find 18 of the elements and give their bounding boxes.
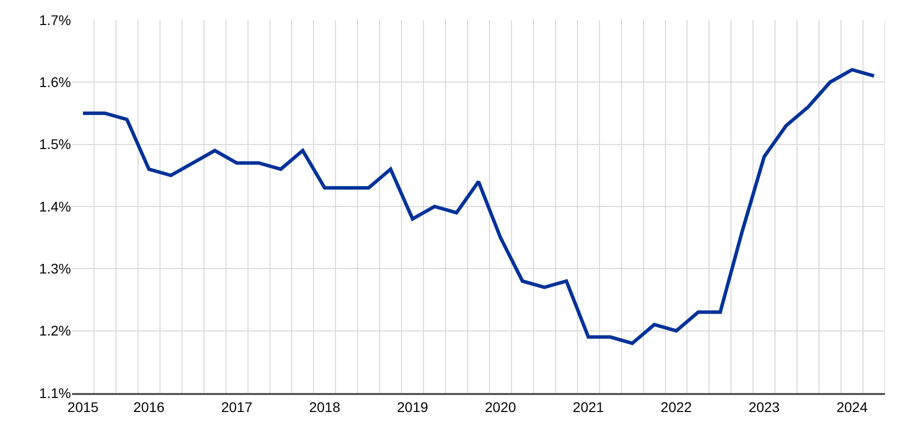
x-tick-label: 2021 <box>572 398 604 415</box>
x-tick-label: 2020 <box>484 398 516 415</box>
x-tick-label: 2015 <box>67 398 99 415</box>
y-tick-label: 1.2% <box>39 322 71 339</box>
y-tick-label: 1.7% <box>39 12 71 28</box>
y-tick-label: 1.3% <box>39 260 71 277</box>
x-tick-label: 2016 <box>133 398 165 415</box>
x-tick-label: 2019 <box>397 398 428 415</box>
x-tick-label: 2018 <box>309 398 340 415</box>
y-tick-label: 1.4% <box>39 198 71 214</box>
y-tick-label: 1.6% <box>39 74 71 90</box>
line-series <box>81 68 876 346</box>
x-tick-label: 2024 <box>836 398 868 415</box>
x-tick-label: 2022 <box>660 398 692 415</box>
y-tick-label: 1.1% <box>39 384 71 401</box>
x-tick-label: 2017 <box>221 398 253 415</box>
y-tick-label: 1.5% <box>39 136 71 152</box>
x-tick-label: 2023 <box>748 398 780 415</box>
